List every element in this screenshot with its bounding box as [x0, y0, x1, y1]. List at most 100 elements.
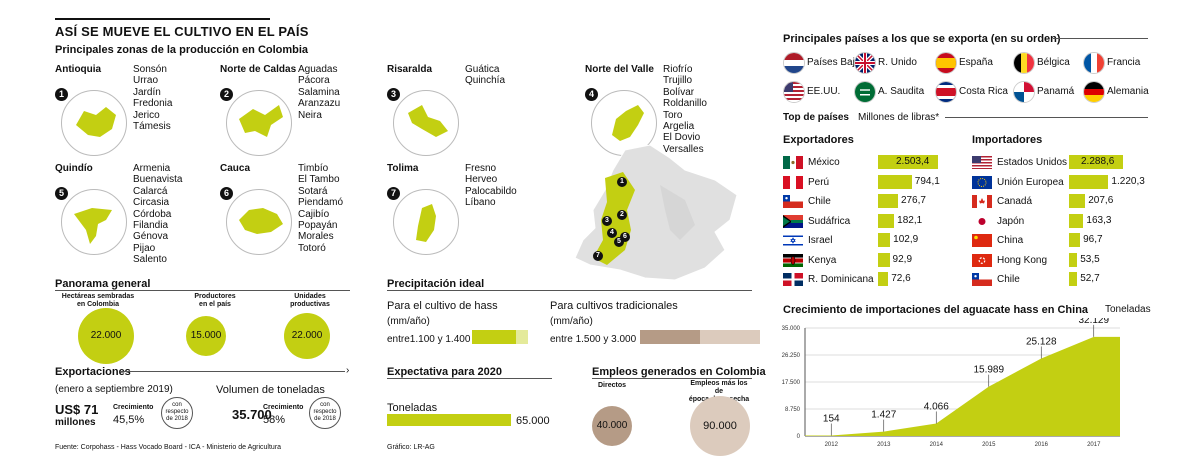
exports-rule [120, 371, 345, 372]
map-marker-6: 6 [620, 232, 630, 242]
importer-name-6: Hong Kong [997, 254, 1048, 266]
value-label-6: 32.129 [1078, 318, 1109, 326]
x-tick-label-2: 2013 [877, 442, 891, 448]
importers-title: Importadores [972, 134, 1043, 146]
china-imports-chart: 0 8.750 17.500 26.250 35.000 154 2012 1.427 2013… [782, 318, 1120, 448]
flag-icon-6 [783, 81, 805, 103]
y-tick-label-4: 26.250 [782, 353, 801, 359]
precip-trad-bar [640, 330, 700, 344]
flag-icon-5 [1083, 52, 1105, 74]
page-subtitle: Principales zonas de la producción en Co… [55, 44, 309, 56]
zone-name-2: Norte de Caldas [220, 64, 297, 75]
zone-name-4: Norte del Valle [585, 64, 654, 75]
country-name-6: EE.UU. [807, 86, 841, 97]
exporter-value-4: 182,1 [897, 214, 923, 226]
zone-name-6: Cauca [220, 163, 251, 174]
arrow-right-icon: › [346, 365, 350, 376]
top-rule [945, 117, 1148, 118]
importer-value-7: 52,7 [1080, 273, 1100, 284]
zone-map-5 [61, 189, 127, 255]
y-tick-label-2: 8.750 [785, 407, 801, 413]
growth-label-tons: Crecimiento [263, 404, 304, 411]
flag-icon-4 [1013, 52, 1035, 74]
jobs-rule [592, 378, 752, 379]
country-name-8: Costa Rica [959, 86, 1008, 97]
importer-bar-5 [1069, 233, 1081, 247]
map-marker-3: 3 [602, 216, 612, 226]
jobs-harvest-circle: 90.000 [690, 396, 750, 456]
countries-title: Principales países a los que se exporta … [783, 33, 1061, 45]
zone-towns-3: Guática Quinchía [465, 64, 506, 87]
jobs-direct-value: 40.000 [596, 420, 628, 431]
zone-name-3: Risaralda [387, 64, 433, 75]
country-name-4: Bélgica [1037, 57, 1070, 68]
zone-map-4 [591, 90, 657, 156]
precip-title: Precipitación ideal [387, 278, 485, 290]
country-name-7: A. Saudita [878, 86, 925, 97]
zone-towns-5: Armenia Buenavista Calarcá Circasia Córd… [133, 163, 183, 266]
exporter-value-2: 794,1 [914, 175, 940, 187]
exporter-value-5: 102,9 [893, 234, 919, 245]
zone-number-6: 6 [220, 187, 233, 200]
importer-name-4: Japón [997, 215, 1025, 227]
exports-tons: 35.700 [232, 407, 272, 422]
zone-name-7: Tolima [387, 163, 419, 174]
footer-credit: Gráfico: LR-AG [387, 444, 435, 451]
exporter-name-6: Kenya [808, 254, 837, 266]
title-rule [55, 18, 270, 20]
jobs-direct-circle: 40.000 [592, 406, 632, 446]
exporter-flag-icon-6 [783, 253, 803, 267]
jobs-title: Empleos generados en Colombia [592, 366, 766, 378]
panorama-value-1: 22.000 [90, 330, 122, 341]
exporter-name-5: Israel [808, 235, 833, 246]
importer-value-2: 1.220,3 [1111, 175, 1145, 187]
panorama-value-2: 15.000 [190, 330, 222, 341]
precip-trad-range: entre 1.500 y 3.000 [550, 334, 637, 345]
map-marker-1: 1 [617, 177, 627, 187]
precip-hass-label: Para el cultivo de hass [387, 300, 498, 312]
flag-icon-3 [935, 52, 957, 74]
map-marker-5: 5 [614, 237, 624, 247]
value-label-2: 1.427 [871, 410, 896, 421]
importer-bar-6 [1069, 252, 1078, 267]
importer-value-6: 53,5 [1080, 253, 1100, 265]
value-label-5: 25.128 [1026, 336, 1057, 347]
precip-trad-label: Para cultivos tradicionales [550, 300, 678, 312]
importer-flag-icon-1 [972, 156, 992, 169]
exporter-value-1: 2.503,4 [896, 156, 930, 167]
country-name-5: Francia [1107, 57, 1141, 68]
volume-title: Volumen de toneladas [216, 384, 325, 396]
compare-badge-usd: con respecto de 2018 [161, 397, 193, 429]
x-tick-label-3: 2014 [930, 442, 944, 448]
growth-usd: 45,5% [113, 414, 145, 426]
colombia-map [574, 144, 738, 281]
x-tick-label-5: 2016 [1035, 442, 1049, 448]
importer-bar-2 [1069, 174, 1109, 189]
importer-flag-icon-7 [972, 273, 992, 286]
zone-name-5: Quindío [55, 163, 93, 174]
panorama-label-3: Unidades productivas [290, 293, 330, 308]
importer-flag-icon-2 [972, 175, 992, 189]
flag-icon-8 [935, 81, 957, 103]
zone-number-3: 3 [387, 88, 400, 101]
exporter-value-3: 276,7 [900, 195, 926, 206]
importer-name-7: Chile [997, 274, 1020, 285]
zone-map-6 [226, 189, 292, 255]
map-marker-7: 7 [593, 251, 603, 261]
chart-ylabel: Toneladas [1105, 304, 1151, 315]
country-name-1: Países Bajos [807, 57, 866, 68]
importer-name-1: Estados Unidos [997, 157, 1068, 168]
importer-bar-3 [1069, 194, 1086, 208]
exporter-bar-5 [878, 233, 891, 247]
top-title: Top de países [783, 112, 849, 123]
importer-flag-icon-4 [972, 214, 992, 228]
expect-value: 65.000 [516, 415, 550, 427]
area-series [805, 336, 1120, 436]
panorama-circle-1: 22.000 [78, 308, 134, 364]
map-marker-2: 2 [617, 210, 627, 220]
panorama-circle-3: 22.000 [284, 313, 330, 359]
country-name-3: España [959, 57, 993, 68]
zone-number-2: 2 [220, 88, 233, 101]
importer-name-5: China [997, 235, 1024, 246]
countries-rule [1053, 38, 1148, 39]
